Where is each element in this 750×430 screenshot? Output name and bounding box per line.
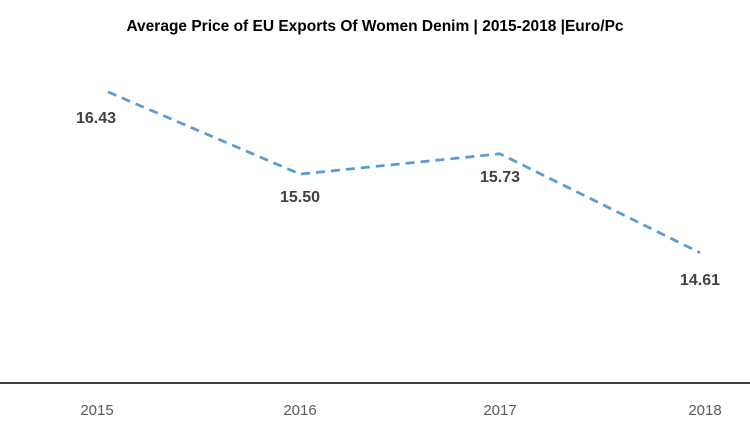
x-tick-label-2015: 2015 (80, 402, 113, 419)
series-group (107, 90, 701, 255)
data-label-2016: 15.50 (280, 189, 320, 206)
data-label-2015: 16.43 (76, 110, 116, 127)
x-tick-labels-group: 2015 2016 2017 2018 (80, 402, 721, 419)
chart-title: Average Price of EU Exports Of Women Den… (126, 18, 623, 35)
series-line (107, 90, 701, 255)
data-label-2017: 15.73 (480, 169, 520, 186)
data-label-2018: 14.61 (680, 272, 720, 289)
data-labels-group: 16.43 15.50 15.73 14.61 (76, 110, 720, 289)
x-tick-label-2016: 2016 (283, 402, 316, 419)
x-tick-label-2017: 2017 (483, 402, 516, 419)
x-tick-label-2018: 2018 (688, 402, 721, 419)
